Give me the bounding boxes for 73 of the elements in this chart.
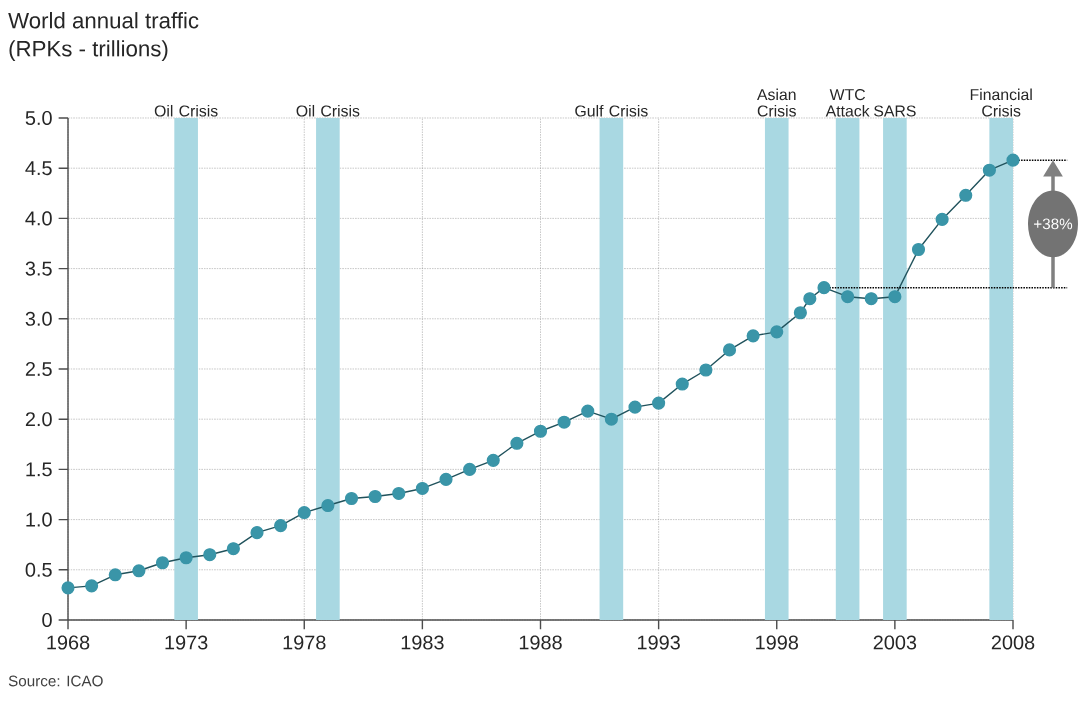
point (888, 290, 902, 304)
x-tick-label: 1998 (756, 635, 799, 650)
point (793, 306, 807, 320)
point (722, 343, 737, 357)
band-label: Oil Crisis (296, 104, 360, 117)
band-label: SARS (874, 105, 916, 117)
y-tick-label: 0 (42, 612, 52, 628)
y-tick-label: 1.5 (26, 462, 52, 477)
point (297, 505, 311, 520)
band-label: Gulf Crisis (575, 104, 648, 117)
y-tick-label: 0.5 (25, 562, 52, 577)
point (841, 290, 855, 304)
point (132, 564, 146, 578)
point (179, 551, 193, 565)
point (982, 163, 996, 177)
text: +38% (1034, 218, 1073, 230)
point (203, 548, 217, 562)
point (274, 519, 288, 533)
y-tick-label: 5.0 (25, 110, 52, 126)
band-label: WTC Attack (825, 88, 870, 117)
point (226, 542, 240, 556)
point (817, 281, 831, 295)
point (770, 325, 784, 339)
point (746, 329, 760, 343)
band-label: Financial Crisis (970, 88, 1032, 117)
point (557, 415, 571, 429)
point (463, 462, 477, 476)
point (604, 412, 618, 426)
x-tick-label: 1978 (283, 635, 326, 650)
x-tick-label: 1973 (165, 635, 208, 650)
point (392, 486, 406, 501)
y-tick-label: 3.0 (25, 311, 52, 326)
x-tick-label: 1988 (519, 635, 562, 650)
point (699, 363, 713, 377)
x-tick-label: 2003 (873, 635, 917, 650)
y-tick-label: 2.0 (25, 412, 52, 427)
x-tick-label: 1968 (47, 635, 90, 650)
chart-subtitle: (RPKs - trillions) (9, 40, 168, 61)
point (628, 400, 642, 414)
y-tick-label: 4.0 (25, 211, 52, 226)
y-tick-label: 2.5 (25, 361, 52, 377)
point (155, 556, 170, 570)
point (675, 377, 689, 391)
point (803, 292, 817, 306)
source-note: Source: ICAO (8, 675, 103, 687)
point (108, 568, 122, 582)
point (61, 581, 75, 595)
point (344, 491, 359, 506)
x-tick-label: 1983 (401, 635, 444, 650)
chart-title: World annual traffic (8, 12, 199, 29)
point (250, 526, 264, 540)
point (1006, 153, 1020, 167)
point (652, 396, 666, 410)
point (959, 188, 973, 202)
band-label: Asian Crisis (757, 88, 796, 117)
point (510, 436, 524, 450)
point (911, 242, 926, 257)
point (864, 292, 878, 306)
point (368, 489, 382, 504)
point (581, 404, 595, 418)
x-tick-label: 2008 (991, 635, 1035, 650)
y-tick-label: 1.0 (26, 512, 52, 527)
point (533, 424, 548, 438)
x-tick-label: 1993 (638, 635, 680, 650)
point (85, 579, 99, 593)
point (321, 498, 335, 513)
y-tick-label: 3.5 (25, 261, 52, 276)
point (439, 472, 453, 486)
point (415, 481, 429, 496)
point (486, 453, 500, 467)
band-label: Oil Crisis (154, 104, 218, 117)
point (935, 212, 949, 226)
y-tick-label: 4.5 (25, 161, 52, 176)
